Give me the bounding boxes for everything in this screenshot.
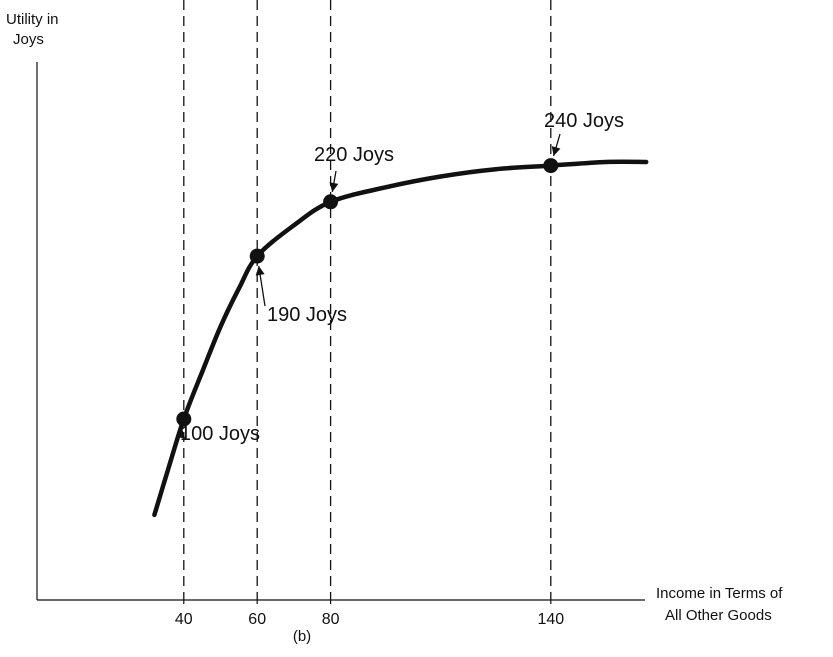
- x-tick-label-40: 40: [175, 611, 193, 628]
- x-axis-title-line-2: All Other Goods: [665, 607, 772, 624]
- data-point-80: [323, 194, 339, 210]
- annotation-arrowhead-80: [329, 182, 339, 192]
- annotation-arrowhead-40: [176, 428, 186, 439]
- panel-label: (b): [293, 628, 311, 645]
- data-points: [176, 158, 559, 427]
- annotation-arrowhead-140: [551, 146, 561, 156]
- annotation-arrowhead-60: [255, 265, 265, 276]
- utility-curve-layer: [152, 159, 649, 518]
- utility-curve: [152, 159, 649, 518]
- x-tick-label-140: 140: [537, 611, 564, 628]
- data-point-60: [249, 248, 265, 264]
- annotation-arrow-40: [181, 423, 184, 429]
- annotation-label-140: 240 Joys: [544, 110, 624, 132]
- x-tick-labels: 40 60 80 140: [175, 600, 564, 628]
- y-axis-title-line-1: Utility in: [6, 11, 59, 28]
- annotation-label-40: 100 Joys: [180, 423, 260, 445]
- annotation-label-60: 190 Joys: [267, 304, 347, 326]
- y-axis-title-line-2: Joys: [13, 31, 44, 48]
- data-point-140: [543, 158, 559, 174]
- data-point-40: [176, 411, 192, 427]
- x-tick-label-60: 60: [248, 611, 266, 628]
- x-tick-label-80: 80: [322, 611, 340, 628]
- x-axis-title-line-1: Income in Terms of: [656, 585, 783, 602]
- dashed-guide-lines: [183, 0, 552, 600]
- annotation-label-80: 220 Joys: [314, 144, 394, 166]
- point-annotations: 100 Joys 190 Joys 220 Joys 240 Joys: [176, 110, 624, 445]
